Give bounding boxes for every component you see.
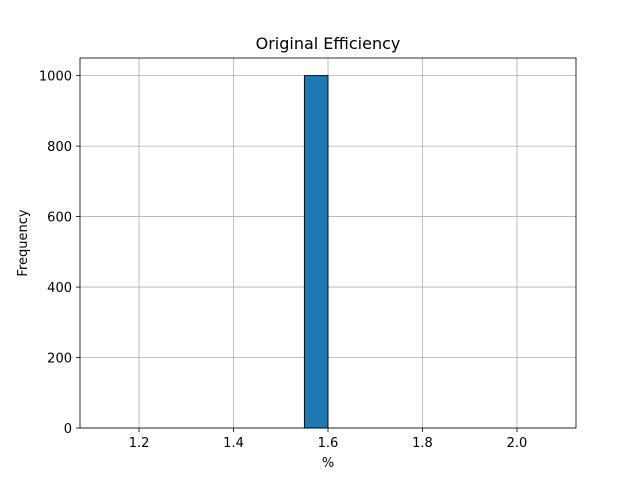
y-tick-label: 400 [47, 281, 72, 296]
histogram-bar [303, 75, 329, 429]
y-tick-label: 0 [64, 422, 72, 437]
histogram-bars [303, 75, 329, 429]
y-tick-label: 800 [47, 140, 72, 155]
y-tick-label: 1000 [39, 70, 72, 85]
y-axis-label: Frequency [16, 209, 31, 276]
x-tick-label: 1.4 [223, 436, 244, 451]
x-tick-label: 2.0 [507, 436, 528, 451]
y-tick-label: 600 [47, 211, 72, 226]
x-axis-label: % [322, 456, 334, 471]
x-axis-ticks: 1.2 1.4 1.6 1.8 2.0 [129, 428, 528, 451]
x-tick-label: 1.6 [318, 436, 339, 451]
x-tick-label: 1.2 [129, 436, 150, 451]
y-tick-label: 200 [47, 352, 72, 367]
y-axis-ticks: 0 200 400 600 800 1000 [39, 70, 80, 437]
chart-title: Original Efficiency [256, 34, 401, 53]
x-tick-label: 1.8 [412, 436, 433, 451]
